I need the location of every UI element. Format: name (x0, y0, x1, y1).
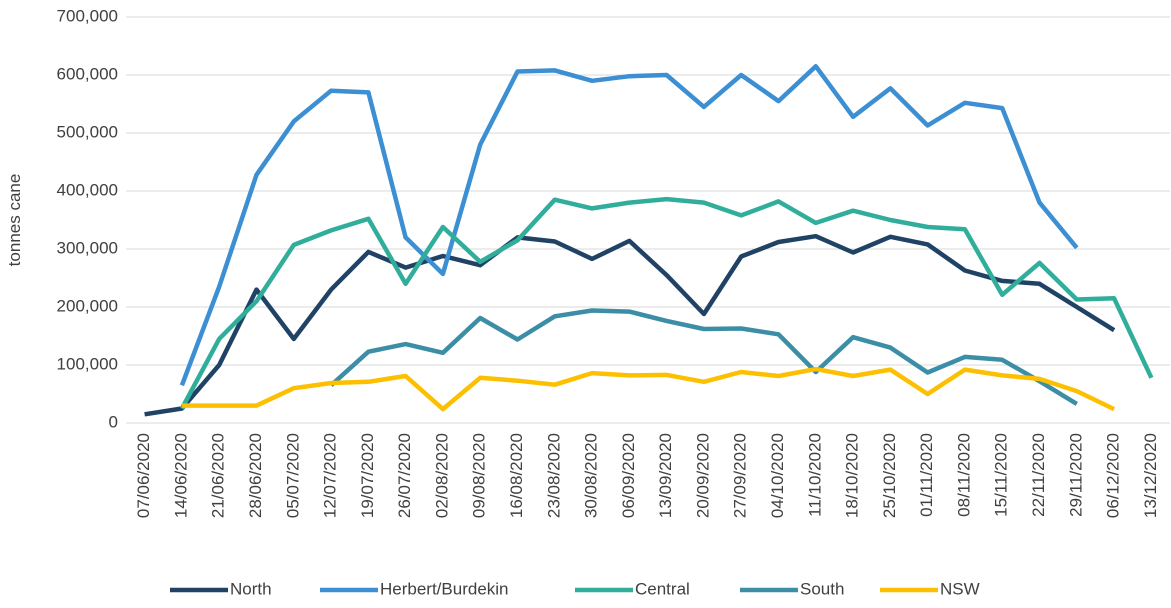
legend-label: South (800, 579, 844, 598)
x-tick-label: 23/08/2020 (544, 433, 563, 518)
y-tick-label: 600,000 (57, 64, 118, 83)
x-tick-label: 06/09/2020 (619, 433, 638, 518)
x-tick-label: 27/09/2020 (731, 433, 750, 518)
x-tick-label: 20/09/2020 (693, 433, 712, 518)
x-tick-label: 30/08/2020 (582, 433, 601, 518)
x-tick-label: 06/12/2020 (1104, 433, 1123, 518)
x-tick-label: 01/11/2020 (917, 433, 936, 517)
x-tick-label: 19/07/2020 (358, 433, 377, 518)
x-tick-label: 12/07/2020 (321, 433, 340, 518)
x-tick-label: 26/07/2020 (395, 433, 414, 518)
y-tick-label: 500,000 (57, 122, 118, 141)
y-axis-label: tonnes cane (5, 174, 24, 267)
x-tick-label: 15/11/2020 (992, 433, 1011, 517)
x-tick-label: 28/06/2020 (246, 433, 265, 518)
x-tick-label: 21/06/2020 (209, 433, 228, 518)
y-tick-label: 0 (109, 412, 118, 431)
x-tick-label: 18/10/2020 (843, 433, 862, 518)
x-tick-label: 29/11/2020 (1066, 433, 1085, 517)
x-tick-label: 11/10/2020 (805, 433, 824, 517)
series-line (181, 366, 1116, 412)
x-tick-label: 09/08/2020 (470, 433, 489, 518)
x-tick-label: 08/11/2020 (954, 433, 973, 517)
x-tick-label: 16/08/2020 (507, 433, 526, 518)
x-tick-label: 25/10/2020 (880, 433, 899, 518)
y-tick-label: 300,000 (57, 238, 118, 257)
x-tick-label: 13/12/2020 (1141, 433, 1160, 518)
y-tick-label: 700,000 (57, 6, 118, 25)
x-tick-label: 02/08/2020 (432, 433, 451, 518)
legend-label: NSW (940, 579, 980, 598)
x-tick-label: 04/10/2020 (768, 433, 787, 518)
legend-label: North (230, 579, 272, 598)
series-line (179, 196, 1154, 410)
x-tick-label: 07/06/2020 (134, 433, 153, 518)
series-line (329, 308, 1078, 406)
legend-label: Central (635, 579, 690, 598)
x-tick-label: 14/06/2020 (171, 433, 190, 518)
y-tick-label: 100,000 (57, 354, 118, 373)
x-tick-label: 05/07/2020 (283, 433, 302, 518)
legend-label: Herbert/Burdekin (380, 579, 509, 598)
series-line (144, 233, 1116, 417)
x-tick-label: 22/11/2020 (1029, 433, 1048, 517)
y-tick-label: 400,000 (57, 180, 118, 199)
series-line (179, 64, 1079, 387)
x-tick-label: 13/09/2020 (656, 433, 675, 518)
y-tick-label: 200,000 (57, 296, 118, 315)
